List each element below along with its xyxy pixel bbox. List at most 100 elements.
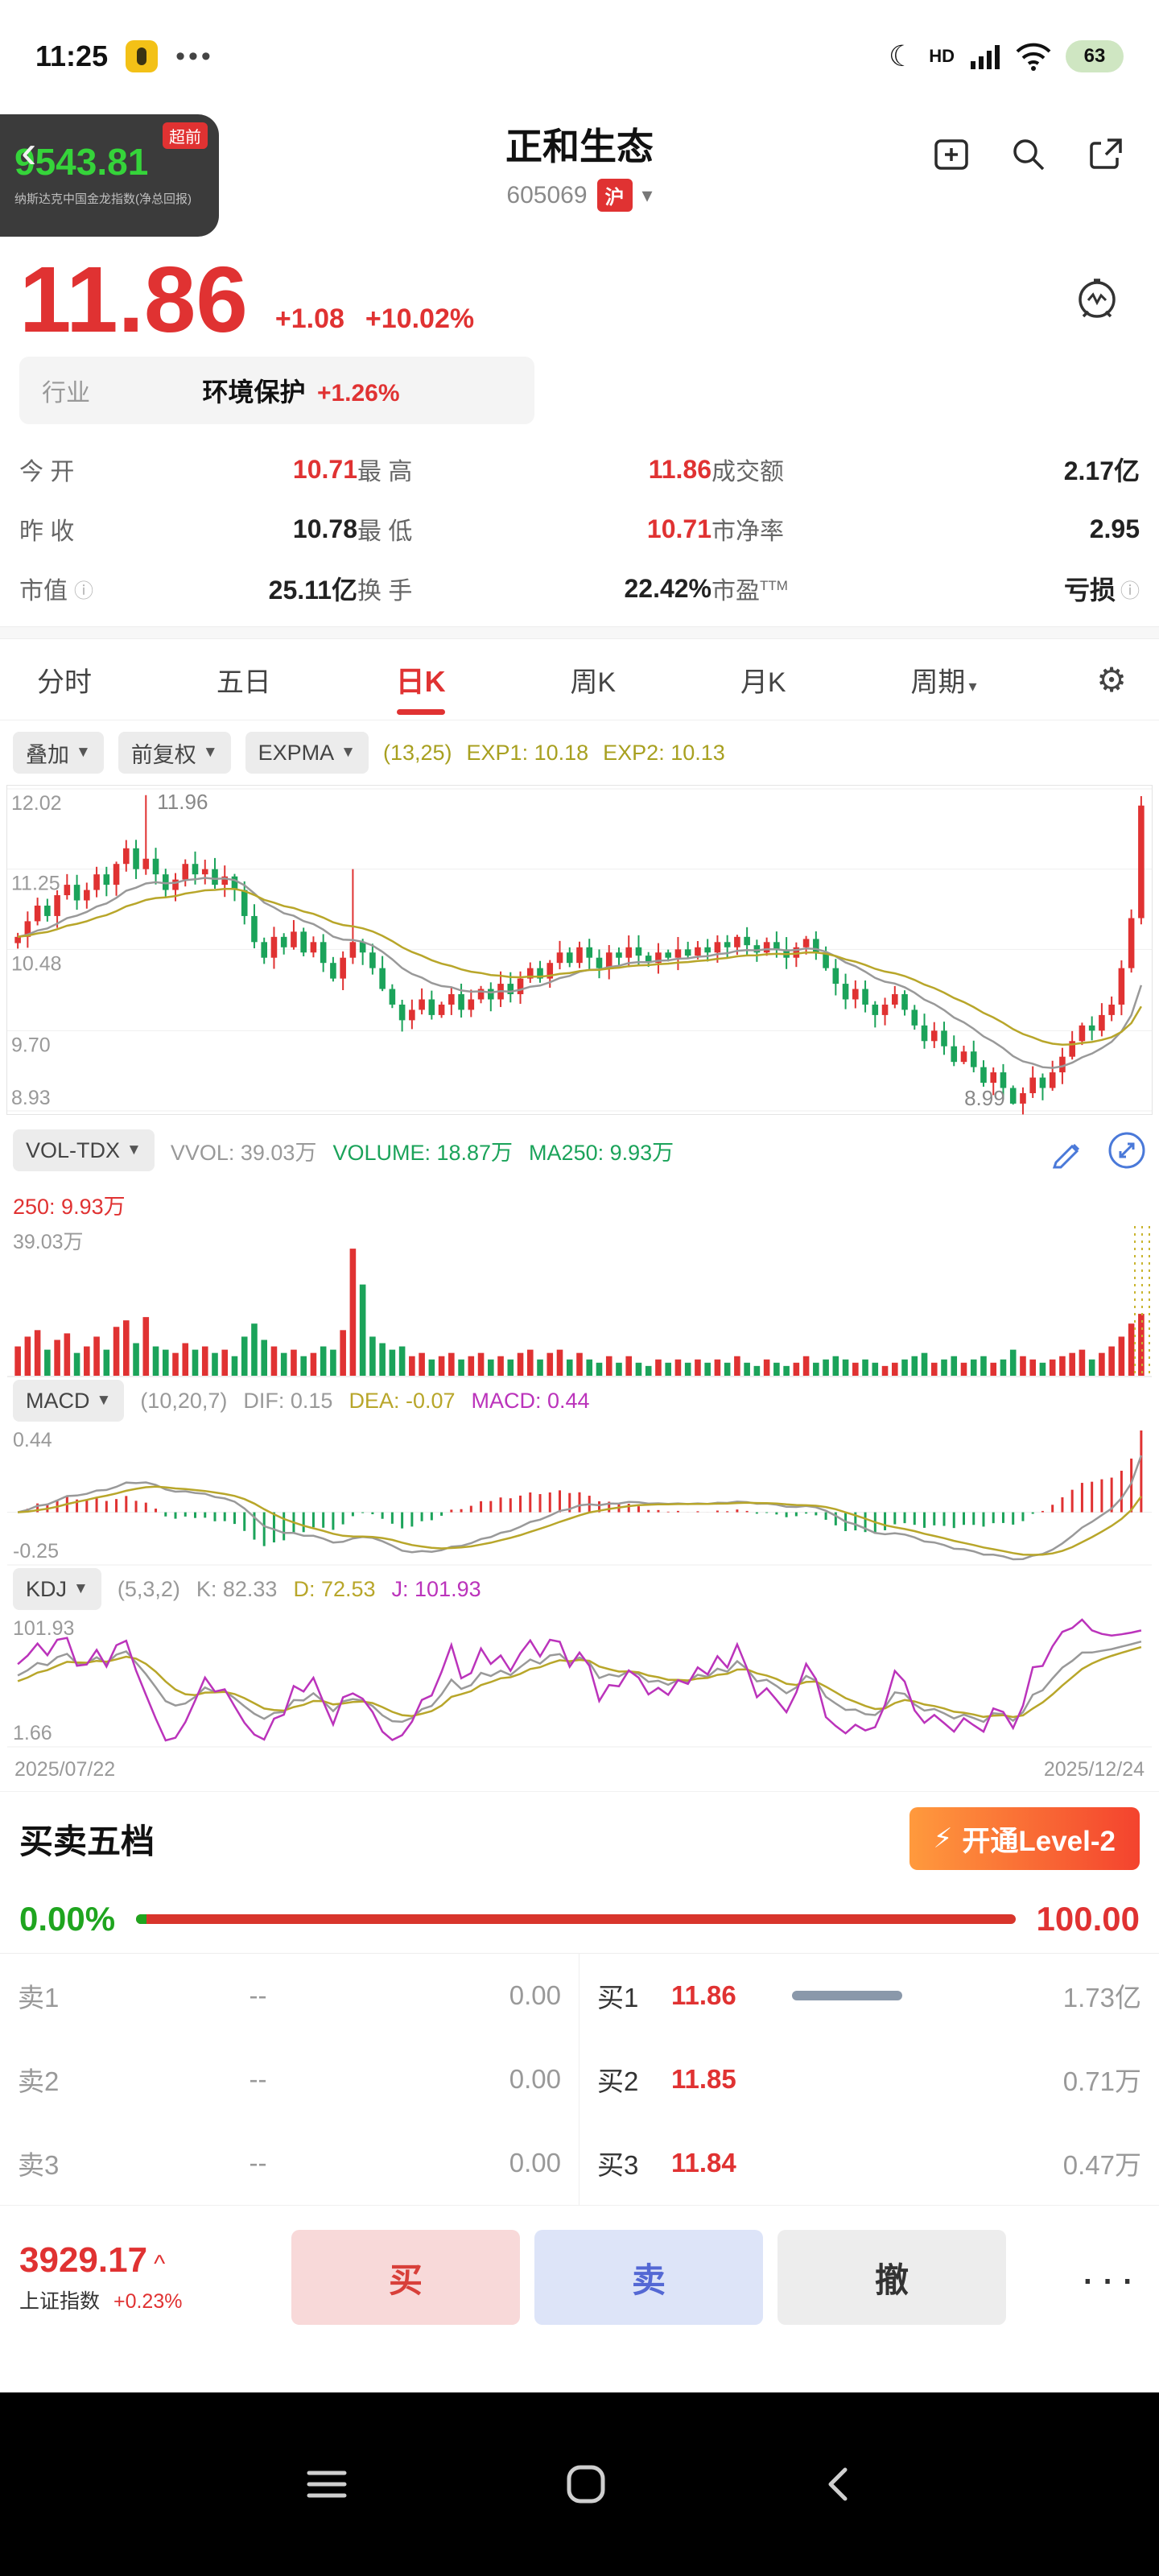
dnd-moon-icon: ☾ [888, 39, 915, 72]
buy-level-amount: 0.71万 [1062, 2066, 1141, 2096]
sell-level-row[interactable]: 卖1 -- 0.00 [0, 1954, 579, 2037]
price-section: 11.86 +1.08 +10.02% [0, 242, 1159, 346]
sell-button[interactable]: 卖 [534, 2230, 763, 2325]
index-quote[interactable]: 3929.17 ^ 上证指数 +0.23% [19, 2240, 277, 2314]
fullscreen-icon[interactable] [1107, 1131, 1146, 1170]
chevron-down-icon[interactable]: ▾ [641, 183, 653, 207]
tab-月K[interactable]: 月K [740, 667, 786, 698]
home-icon[interactable] [565, 2463, 607, 2505]
stats-row: 昨 收 10.78 最 低 10.71 市净率 2.95 [19, 499, 1140, 559]
sell-level-row[interactable]: 卖3 -- 0.00 [0, 2121, 579, 2205]
search-icon[interactable] [1008, 134, 1050, 175]
header: 正和生态 605069 沪 ▾ [0, 113, 1159, 242]
info-icon[interactable]: ⓘ [1120, 580, 1140, 602]
svg-text:11.25: 11.25 [11, 873, 60, 895]
cancel-order-button[interactable]: 撤 [777, 2230, 1006, 2325]
stat-value: 10.78 [292, 514, 357, 543]
stat-cell: 市盈TTM 亏损 ⓘ [711, 570, 1140, 607]
stat-value: 2.95 [1089, 514, 1140, 543]
buy-level-price: 11.86 [671, 1980, 736, 2010]
clock: 11:25 [35, 39, 109, 72]
volume-chart[interactable]: 39.03万 [6, 1223, 1153, 1377]
volume-indicator-selector[interactable]: VOL-TDX ▼ [13, 1129, 155, 1171]
stat-label: 今 开 [19, 459, 75, 485]
svg-text:39.03万: 39.03万 [13, 1231, 84, 1253]
index-name: 上证指数 [19, 2290, 101, 2313]
sell-ratio-pct: 0.00% [19, 1900, 116, 1938]
buy-button[interactable]: 买 [291, 2230, 520, 2325]
buy-level-row[interactable]: 买1 11.86 1.73亿 [580, 1954, 1159, 2037]
stats-row: 市值 ⓘ 25.11亿换 手 22.42% 市盈TTM 亏损 ⓘ [19, 559, 1140, 618]
share-icon[interactable] [1085, 134, 1127, 175]
floating-index-widget[interactable]: 超前 9543.81 纳斯达克中国金龙指数(净总回报) [0, 114, 219, 237]
kdj-indicator-selector[interactable]: KDJ ▼ [13, 1568, 101, 1610]
more-actions-icon[interactable]: ··· [1080, 2252, 1140, 2303]
dropdown-前复权[interactable]: 前复权 ▼ [118, 732, 231, 774]
svg-text:8.99: 8.99 [964, 1086, 1005, 1110]
info-icon[interactable]: ⓘ [74, 580, 93, 602]
stat-cell: 换 手 22.42% [357, 571, 711, 606]
tab-五日[interactable]: 五日 [216, 667, 271, 698]
stat-label: 成交额 [711, 459, 784, 485]
sell-level-price: -- [249, 1980, 267, 2010]
recents-menu-icon[interactable] [304, 2465, 349, 2504]
date-end: 2025/12/24 [1043, 1757, 1145, 1781]
buy-level-row[interactable]: 买2 11.85 0.71万 [580, 2037, 1159, 2121]
tab-分时[interactable]: 分时 [37, 667, 92, 698]
stat-cell: 市净率 2.95 [711, 511, 1140, 547]
k-value: K: 82.33 [196, 1576, 278, 1601]
macd-indicator-selector[interactable]: MACD ▼ [13, 1380, 125, 1422]
stat-label: 换 手 [357, 578, 413, 605]
kdj-chart[interactable]: 101.93 1.66 [6, 1612, 1153, 1748]
index-value: 3929.17 [19, 2240, 148, 2280]
stat-cell: 最 低 10.71 [357, 511, 711, 547]
industry-pill[interactable]: 行业 环境保护 +1.26% [19, 357, 534, 424]
index-change: +0.23% [113, 2290, 183, 2313]
caret-down-icon: ▼ [340, 744, 356, 761]
dropdown-EXPMA[interactable]: EXPMA ▼ [245, 732, 369, 774]
stat-value: 2.17亿 [1063, 456, 1140, 485]
sell-level-amount: 0.00 [509, 1980, 561, 2010]
svg-text:11.96: 11.96 [157, 790, 208, 814]
settings-gear-icon[interactable]: ⚙ [1096, 660, 1127, 699]
tab-日K[interactable]: 日K [391, 644, 451, 715]
depth-title: 买卖五档 [19, 1822, 155, 1860]
svg-text:-0.25: -0.25 [13, 1540, 59, 1563]
macd-chart[interactable]: 0.44 -0.25 [6, 1424, 1153, 1566]
buy-sell-ratio: 0.00% 100.00 [0, 1885, 1159, 1953]
stat-label: 昨 收 [19, 518, 75, 545]
draw-pencil-icon[interactable] [1050, 1132, 1087, 1169]
dropdown-叠加[interactable]: 叠加 ▼ [13, 732, 104, 774]
back-icon[interactable]: ‹ [21, 126, 37, 178]
vvol-value: VVOL: 39.03万 [170, 1140, 317, 1165]
expma-params: (13,25) [382, 740, 452, 765]
caret-down-icon: ▾ [968, 677, 977, 696]
stat-value: 22.42% [624, 573, 711, 603]
buy-level-row[interactable]: 买3 11.84 0.47万 [580, 2121, 1159, 2205]
kdj-header: KDJ ▼ (5,3,2) K: 82.33 D: 72.53 J: 101.93 [0, 1566, 1159, 1612]
sell-level-row[interactable]: 卖2 -- 0.00 [0, 2037, 579, 2121]
stat-value: 10.71 [292, 454, 357, 484]
svg-text:12.02: 12.02 [11, 792, 62, 815]
sell-level-label: 卖3 [18, 2150, 60, 2180]
tab-周K[interactable]: 周K [570, 667, 617, 698]
volume-value: VOLUME: 18.87万 [332, 1140, 514, 1165]
stat-cell: 昨 收 10.78 [19, 511, 357, 547]
price-change: +1.08 [274, 303, 344, 334]
battery-saver-icon [126, 40, 159, 72]
price-alert-icon[interactable] [1070, 275, 1124, 332]
back-nav-icon[interactable] [823, 2463, 855, 2505]
tab-周期[interactable]: 周期 ▾ [910, 667, 977, 698]
level2-upgrade-button[interactable]: ⚡ 开通Level-2 [909, 1807, 1140, 1870]
current-price: 11.86 [19, 247, 248, 352]
kdj-params: (5,3,2) [117, 1576, 180, 1601]
sell-level-amount: 0.00 [509, 2064, 561, 2094]
add-watchlist-icon[interactable] [930, 134, 972, 175]
svg-text:101.93: 101.93 [13, 1617, 74, 1640]
ma250-wrapped-value: 250: 9.93万 [13, 1194, 126, 1219]
buy-level-label: 买2 [597, 2066, 639, 2096]
candlestick-chart[interactable]: 12.02 11.25 10.48 9.70 8.93 11.96 8.99 [6, 785, 1153, 1115]
buy-level-label: 买1 [597, 1983, 639, 2013]
widget-index-value: 9543.81 [14, 141, 149, 183]
stock-code: 605069 [506, 181, 588, 208]
